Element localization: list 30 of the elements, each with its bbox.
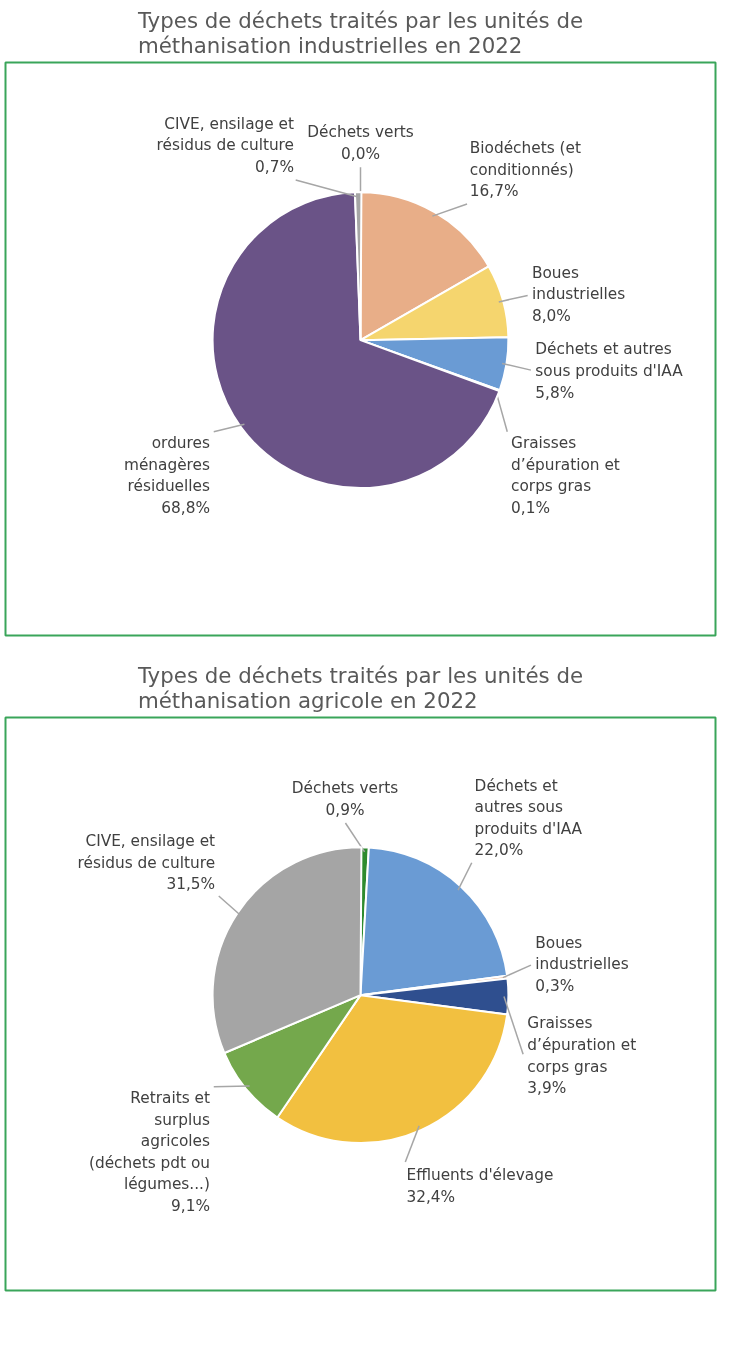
data-label: 32,4% <box>406 1187 456 1206</box>
slice-label: CIVE, ensilage et résidus de culture <box>156 114 295 155</box>
data-label: 0,3% <box>535 976 575 995</box>
chart-title: Types de déchets traités par les unités de méthanisation industrielles en 2022 <box>136 7 584 58</box>
data-label: 68,8% <box>161 498 210 517</box>
data-label: 3,9% <box>527 1079 567 1098</box>
slice-label: CIVE, ensilage et résidus de culture <box>77 832 216 872</box>
data-label: 31,5% <box>166 875 216 894</box>
slice-label: Déchets et autres sous produits d'IAA <box>474 776 583 838</box>
data-label: 5,8% <box>535 383 575 402</box>
data-label: 0,9% <box>325 800 365 819</box>
data-label: 8,0% <box>531 306 571 325</box>
data-label: 0,7% <box>255 157 295 176</box>
slice-label: Effluents d'élevage <box>406 1166 554 1185</box>
data-label: 9,1% <box>171 1197 210 1216</box>
slice-label: Boues industrielles <box>531 263 626 304</box>
slice-label: Déchets verts <box>291 779 399 797</box>
slice-label: Graisses d’épuration et corps gras <box>527 1014 637 1076</box>
text: 0,0% <box>341 144 380 163</box>
chart-title: Types de déchets traités par les unités de méthanisation agricole en 2022 <box>136 662 584 713</box>
slice-label: Biodéchets (et conditionnés) <box>469 139 581 179</box>
slice-label: Graisses d’épuration et corps gras <box>511 434 620 496</box>
category-label: Déchets verts <box>307 123 414 142</box>
data-label: 0,1% <box>511 498 550 517</box>
data-label: 22,0% <box>474 841 524 860</box>
slice-label: Déchets et autres sous produits d'IAA <box>535 340 684 380</box>
data-label: 16,7% <box>469 182 519 201</box>
slice-label: Retraits et surplus agricoles (déchets pdt ou légumes...) <box>88 1089 210 1194</box>
slice-label: Boues industrielles <box>535 933 629 974</box>
slice-label: ordures ménagères résiduelles <box>123 434 210 496</box>
